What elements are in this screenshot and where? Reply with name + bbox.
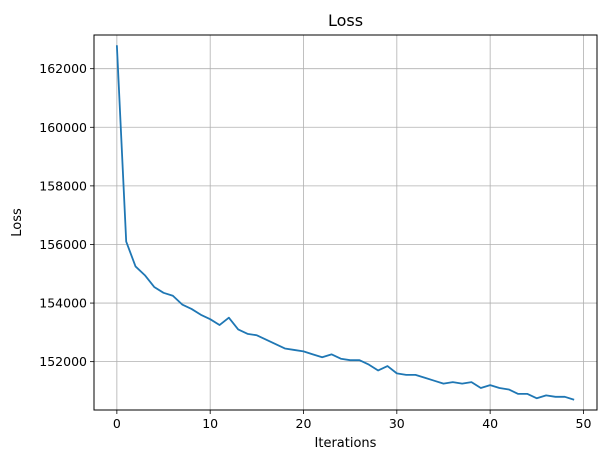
grid — [94, 35, 597, 410]
y-tick-label: 154000 — [39, 296, 87, 311]
x-tick-label: 30 — [389, 416, 405, 431]
plot-frame — [93, 34, 598, 411]
x-tick-label: 40 — [482, 416, 498, 431]
x-tick-label: 0 — [113, 416, 121, 431]
y-axis-label: Loss — [10, 208, 25, 237]
chart-title: Loss — [328, 11, 363, 30]
y-tick-label: 162000 — [39, 61, 87, 76]
series-group — [115, 45, 575, 401]
x-tick-label: 10 — [202, 416, 218, 431]
x-axis-label: Iterations — [315, 436, 377, 451]
y-tick-label: 160000 — [39, 120, 87, 135]
y-tick-label: 158000 — [39, 178, 87, 193]
y-tick-label: 156000 — [39, 237, 87, 252]
y-tick-label: 152000 — [39, 354, 87, 369]
x-tick-label: 20 — [296, 416, 312, 431]
ticks: 0 10 20 30 40 50 152000 154000 156000 158000 16000… — [39, 61, 591, 431]
loss-series-line — [115, 45, 575, 401]
x-tick-label: 50 — [576, 416, 592, 431]
